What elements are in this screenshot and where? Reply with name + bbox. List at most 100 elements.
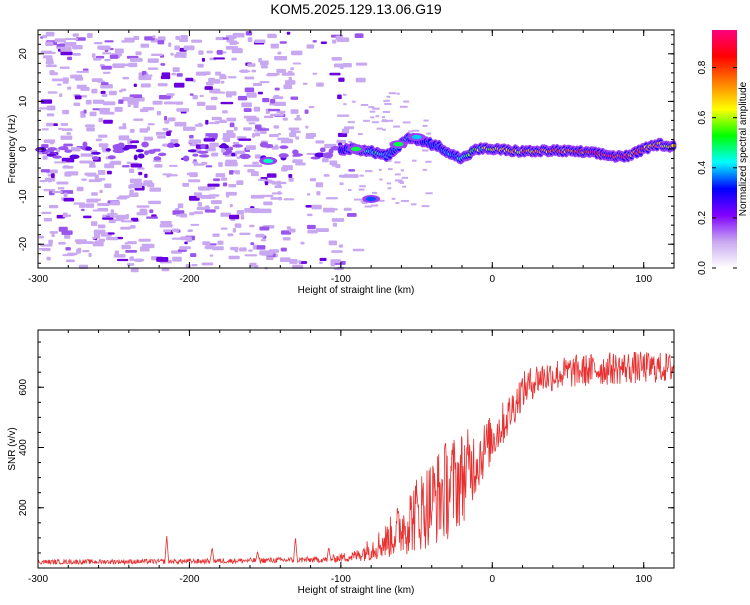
spectrogram-speckle <box>109 54 119 59</box>
colorbar-tick-label: 0.8 <box>697 60 708 74</box>
spectrogram-speckle <box>204 86 213 90</box>
spectrogram-speckle <box>274 87 280 91</box>
snr-x-tick-label: -200 <box>179 574 199 585</box>
spectrogram-speckle <box>348 140 352 143</box>
spectrogram-speckle <box>398 180 404 183</box>
spectrogram-speckle <box>386 119 394 122</box>
spectrogram-speckle <box>229 203 233 208</box>
spectrogram-speckle <box>225 191 237 196</box>
snr-x-ticks: -300 -200 -100 0 100 <box>28 330 675 585</box>
spectrogram-speckle <box>138 238 151 242</box>
spectrogram-speckle <box>235 150 246 155</box>
spectrogram-speckle <box>352 248 365 252</box>
spectrogram-speckle <box>372 107 380 110</box>
spectrogram-speckle <box>387 187 392 190</box>
spectrogram-speckle <box>60 46 72 52</box>
spectrogram-speckle <box>277 51 282 55</box>
spectrogram-speckle <box>351 100 356 103</box>
spectrogram-speckle <box>85 203 95 208</box>
spectrogram-speckle <box>309 178 316 182</box>
spectrogram-speckle <box>97 207 107 211</box>
spectrogram-speckle <box>85 124 95 128</box>
spectrogram-speckle <box>222 137 226 140</box>
spectrogram-speckle <box>143 136 154 141</box>
spectrogram-speckle <box>354 33 364 38</box>
spectrogram-speckle <box>93 41 103 45</box>
spectrogram-speckle <box>92 209 100 212</box>
spectrogram-speckle <box>355 62 368 66</box>
spectrogram-speckle <box>129 128 135 133</box>
spectrogram-speckle <box>421 205 430 208</box>
spectrogram-speckle <box>422 168 427 171</box>
spectrogram-speckle <box>229 40 238 46</box>
spectrogram-speckle <box>316 191 321 196</box>
spectrogram-speckle <box>395 202 400 205</box>
spectrogram-speckle <box>260 239 267 242</box>
spectrogram-speckle <box>185 264 191 268</box>
spectrogram-speckle <box>175 35 180 40</box>
spectrogram-speckle <box>232 228 236 233</box>
spectrogram-speckle <box>143 180 153 186</box>
spectrogram-speckle <box>171 228 179 233</box>
spectrogram-speckle <box>58 146 69 151</box>
spectrogram-speckle <box>244 207 255 213</box>
spectrogram-speckle <box>234 172 241 175</box>
spectrogram-speckle <box>248 122 256 125</box>
spectrogram-speckle <box>45 61 54 64</box>
spectrogram-speckle <box>222 110 228 114</box>
spectrogram-speckle <box>70 147 81 152</box>
spectrogram-speckle <box>83 109 87 114</box>
spectrogram-speckle <box>45 31 55 37</box>
spectrogram-speckle <box>328 240 338 246</box>
spectrogram-speckle <box>336 139 346 144</box>
spectrogram-speckle <box>63 197 75 202</box>
spectrogram-speckle <box>116 197 128 200</box>
spectrogram-speckle <box>270 113 283 117</box>
spectrogram-speckle <box>46 51 56 55</box>
spectrogram-speckle <box>333 208 338 211</box>
spectrogram-speckle <box>332 39 337 44</box>
spectrogram-speckle <box>254 39 266 43</box>
spectrogram-speckle <box>168 42 172 47</box>
spectrogram-speckle <box>62 77 69 82</box>
spectrogram-speckle <box>220 101 234 105</box>
spectrogram-speckle <box>343 127 352 130</box>
spectrogram-speckle <box>425 192 433 195</box>
spectrogram-speckle <box>322 152 334 159</box>
spectrogram-speckle <box>133 83 137 87</box>
spectrogram-speckle <box>206 196 216 199</box>
spectrogram-speckle <box>229 170 234 175</box>
spectrogram-speckle <box>197 150 209 154</box>
spectrogram-speckle <box>332 222 338 227</box>
spectrogram-speckle <box>70 74 83 79</box>
spectrogram-speckle <box>58 241 66 245</box>
spectrogram-speckle <box>51 173 55 178</box>
spectrogram-speckle <box>249 224 255 228</box>
spectrogram-speckle <box>400 169 405 172</box>
spectrogram-speckle <box>289 228 296 233</box>
spectrogram-speckle <box>271 192 283 195</box>
spectrogram-speckle <box>140 43 150 48</box>
spectrogram-speckle <box>290 109 299 114</box>
spectrogram-speckle <box>279 56 284 59</box>
spectrogram-speckle <box>360 200 366 203</box>
spectrogram-speckle <box>255 196 265 199</box>
spectrogram-speckle <box>94 174 99 179</box>
spectrogram-speckle <box>99 111 110 115</box>
spectrogram-speckle <box>196 71 207 76</box>
spectrogram-speckle <box>273 125 280 129</box>
spectrogram-speckle <box>95 55 105 59</box>
spectrogram-speckle <box>129 178 142 184</box>
spectrogram-speckle <box>423 119 429 122</box>
spectrogram-speckle <box>53 123 58 127</box>
snr-x-tick-label: 100 <box>635 574 652 585</box>
spectrogram-speckle <box>80 114 86 118</box>
ridge-blob-core <box>393 142 404 147</box>
spectrogram-speckle <box>41 128 49 131</box>
spectrogram-speckle <box>101 82 109 86</box>
snr-y-tick-label: 200 <box>18 499 29 516</box>
colorbar-label: Normalized spectral amplitude <box>738 81 749 216</box>
spectrogram-speckle <box>252 171 258 175</box>
spectrogram-speckle <box>36 147 42 152</box>
